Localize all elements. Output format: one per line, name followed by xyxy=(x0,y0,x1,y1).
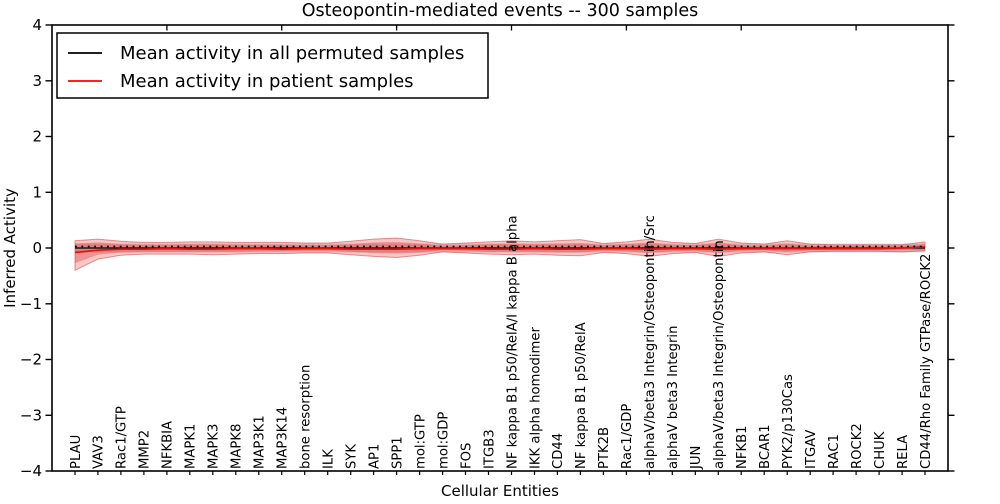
x-tick-label: MMP2 xyxy=(138,430,153,469)
x-tick-label: bone resorption xyxy=(299,365,314,469)
x-tick-label: SPP1 xyxy=(390,436,405,469)
x-tick-label: ITGB3 xyxy=(482,429,497,469)
legend-box xyxy=(56,32,489,99)
legend-patient-label: Mean activity in patient samples xyxy=(120,71,414,92)
y-tick-label: −4 xyxy=(20,462,42,480)
legend-permuted-label: Mean activity in all permuted samples xyxy=(120,43,464,64)
x-tick-label: PTK2B xyxy=(597,427,612,469)
x-tick-label: MAP3K14 xyxy=(276,407,291,469)
x-tick-label: MAPK8 xyxy=(230,424,245,469)
x-tick-label: PLAU xyxy=(69,435,84,469)
x-tick-label: MAP3K1 xyxy=(253,415,268,469)
x-tick-label: NFKBIA xyxy=(161,421,176,469)
x-tick-label: Rac1/GTP xyxy=(115,406,130,469)
x-tick-label: FOS xyxy=(459,443,474,469)
x-tick-label: BCAR1 xyxy=(758,424,773,469)
y-tick-label: 2 xyxy=(32,128,42,146)
x-axis-title: Cellular Entities xyxy=(441,482,559,500)
y-tick-label: 0 xyxy=(32,239,42,257)
x-tick-label: alphaV beta3 Integrin xyxy=(666,326,681,469)
y-tick-label: −3 xyxy=(20,406,42,424)
x-tick-label: AP1 xyxy=(367,444,382,469)
x-tick-label: mol:GTP xyxy=(413,414,428,469)
x-tick-label: NFKB1 xyxy=(735,425,750,469)
y-tick-label: 3 xyxy=(32,72,42,90)
x-tick-label: VAV3 xyxy=(92,435,107,469)
y-tick-label: −1 xyxy=(20,295,42,313)
x-tick-label: ROCK2 xyxy=(850,423,865,469)
x-tick-label: ITGAV xyxy=(804,430,819,469)
y-axis-title: Inferred Activity xyxy=(1,188,19,308)
x-tick-label: IKK alpha homodimer xyxy=(528,327,543,469)
x-tick-label: CD44 xyxy=(551,433,566,469)
patient-spread-outer-band xyxy=(74,237,926,272)
x-tick-label: NF kappa B1 p50/RelA xyxy=(574,322,589,469)
y-tick-label: 4 xyxy=(32,16,42,34)
x-tick-label: RAC1 xyxy=(827,434,842,469)
x-tick-label: RELA xyxy=(896,435,911,469)
x-tick-label: MAPK3 xyxy=(207,424,222,469)
x-tick-label: Rac1/GDP xyxy=(620,404,635,469)
patient-mean-line xyxy=(74,246,926,254)
x-tick-label: NF kappa B1 p50/RelA/I kappa B alpha xyxy=(505,215,520,469)
x-tick-label: PYK2/p130Cas xyxy=(781,374,796,469)
x-tick-label: JUN xyxy=(689,446,704,470)
x-tick-label: ILK xyxy=(322,449,337,469)
x-tick-label: SYK xyxy=(345,444,360,469)
x-tick-label: MAPK1 xyxy=(184,424,199,469)
x-tick-label: CHUK xyxy=(873,431,888,469)
x-tick-label: alphaV/beta3 Integrin/Osteopontin xyxy=(712,240,727,469)
chart-title: Osteopontin-mediated events -- 300 sampl… xyxy=(302,1,699,21)
x-tick-label: alphaV/beta3 Integrin/Osteopontin/Src xyxy=(643,215,658,469)
y-tick-label: 1 xyxy=(32,183,42,201)
x-tick-label: CD44/Rho Family GTPase/ROCK2 xyxy=(919,254,934,469)
y-tick-label: −2 xyxy=(20,351,42,369)
x-tick-label: mol:GDP xyxy=(436,412,451,469)
